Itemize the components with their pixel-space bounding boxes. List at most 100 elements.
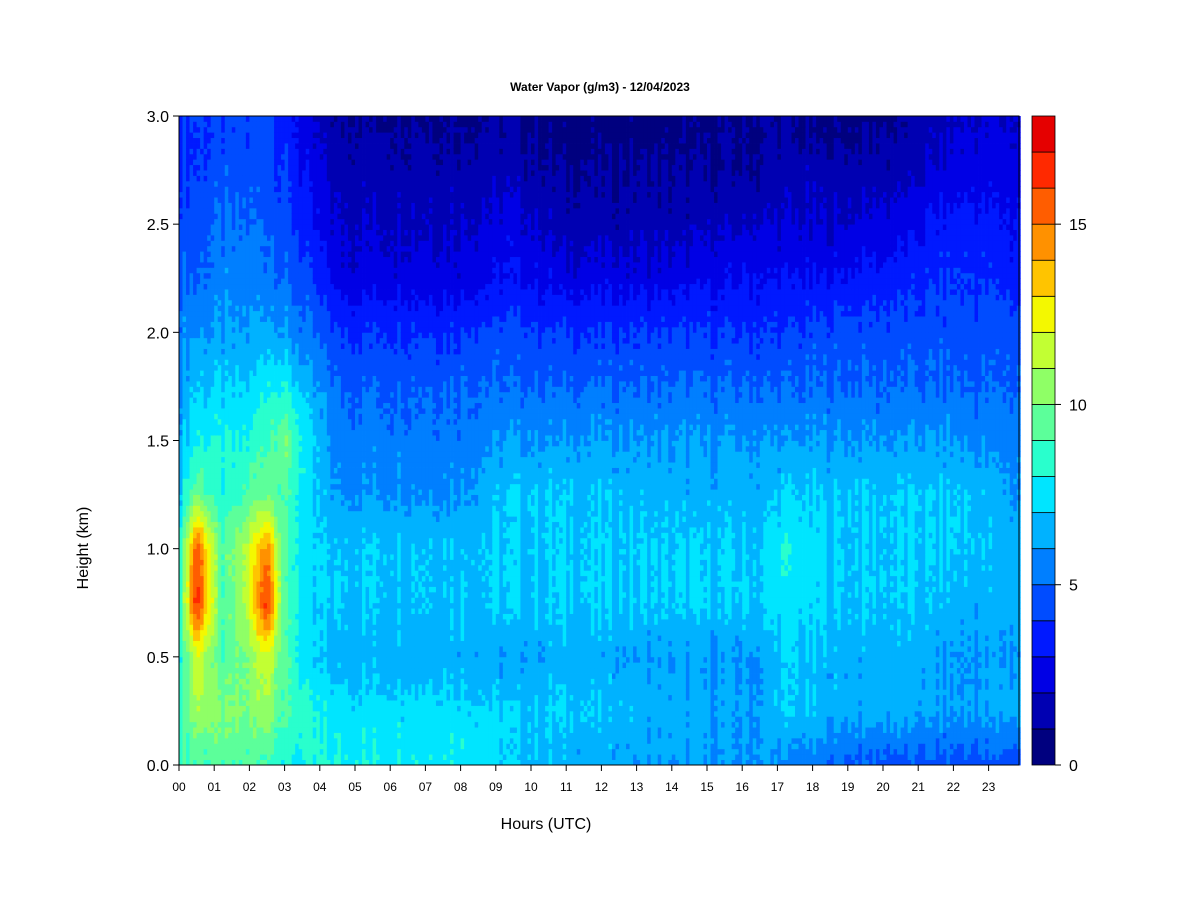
heatmap-cell [274, 132, 278, 138]
heatmap-cell [260, 403, 264, 409]
heatmap-cell [295, 511, 299, 517]
heatmap-cell [302, 495, 306, 501]
heatmap-cell [320, 451, 324, 457]
heatmap-cell [260, 397, 264, 403]
heatmap-cell [246, 224, 250, 230]
heatmap-cell [249, 175, 253, 181]
heatmap-cell [267, 711, 271, 717]
heatmap-cell [281, 689, 285, 695]
heatmap-cell [242, 559, 246, 565]
heatmap-cell [313, 208, 317, 214]
heatmap-cell [267, 614, 271, 620]
heatmap-cell [183, 570, 187, 576]
heatmap-cell [253, 603, 257, 609]
heatmap-cell [295, 327, 299, 333]
heatmap-cell [320, 278, 324, 284]
heatmap-cell [281, 413, 285, 419]
heatmap-cell [239, 138, 243, 144]
heatmap-cell [256, 365, 260, 371]
heatmap-cell [316, 430, 320, 436]
heatmap-cell [274, 722, 278, 728]
heatmap-cell [225, 257, 229, 263]
heatmap-cell [288, 727, 292, 733]
heatmap-cell [253, 278, 257, 284]
heatmap-cell [288, 338, 292, 344]
heatmap-cell [278, 668, 282, 674]
heatmap-cell [256, 262, 260, 268]
heatmap-cell [242, 662, 246, 668]
heatmap-cell [295, 500, 299, 506]
heatmap-cell [249, 376, 253, 382]
heatmap-cell [207, 235, 211, 241]
heatmap-cell [242, 284, 246, 290]
heatmap-cell [204, 386, 208, 392]
heatmap-cell [274, 733, 278, 739]
heatmap-cell [193, 662, 197, 668]
heatmap-cell [214, 235, 218, 241]
heatmap-cell [253, 570, 257, 576]
heatmap-cell [190, 646, 194, 652]
heatmap-cell [218, 354, 222, 360]
heatmap-cell [302, 121, 306, 127]
heatmap-cell [228, 538, 232, 544]
heatmap-cell [292, 468, 296, 474]
heatmap-cell [309, 651, 313, 657]
heatmap-cell [288, 224, 292, 230]
heatmap-cell [207, 181, 211, 187]
heatmap-cell [218, 484, 222, 490]
heatmap-cell [228, 695, 232, 701]
heatmap-cell [193, 327, 197, 333]
heatmap-cell [323, 424, 327, 430]
heatmap-cell [285, 641, 289, 647]
heatmap-cell [309, 143, 313, 149]
heatmap-cell [256, 419, 260, 425]
heatmap-cell [278, 651, 282, 657]
heatmap-cell [225, 284, 229, 290]
heatmap-cell [271, 230, 275, 236]
heatmap-cell [267, 235, 271, 241]
heatmap-cell [197, 576, 201, 582]
heatmap-cell [239, 749, 243, 755]
heatmap-cell [228, 554, 232, 560]
heatmap-cell [204, 581, 208, 587]
heatmap-cell [263, 327, 267, 333]
heatmap-cell [246, 430, 250, 436]
heatmap-cell [292, 349, 296, 355]
heatmap-cell [274, 359, 278, 365]
heatmap-cell [309, 441, 313, 447]
heatmap-cell [221, 203, 225, 209]
heatmap-cell [306, 565, 310, 571]
heatmap-cell [274, 322, 278, 328]
heatmap-cell [186, 538, 190, 544]
heatmap-cell [228, 224, 232, 230]
heatmap-cell [309, 559, 313, 565]
heatmap-cell [320, 154, 324, 160]
heatmap-cell [186, 646, 190, 652]
heatmap-cell [253, 532, 257, 538]
heatmap-cell [239, 706, 243, 712]
heatmap-cell [239, 365, 243, 371]
heatmap-cell [316, 446, 320, 452]
heatmap-cell [249, 500, 253, 506]
heatmap-cell [186, 673, 190, 679]
heatmap-cell [221, 711, 225, 717]
heatmap-cell [193, 619, 197, 625]
heatmap-cell [309, 570, 313, 576]
heatmap-cell [295, 148, 299, 154]
heatmap-cell [313, 305, 317, 311]
heatmap-cell [232, 327, 236, 333]
heatmap-cell [235, 251, 239, 257]
heatmap-cell [246, 267, 250, 273]
heatmap-cell [228, 619, 232, 625]
heatmap-cell [221, 359, 225, 365]
heatmap-cell [295, 727, 299, 733]
heatmap-cell [214, 657, 218, 663]
heatmap-cell [316, 570, 320, 576]
heatmap-cell [221, 386, 225, 392]
heatmap-cell [295, 576, 299, 582]
heatmap-cell [228, 641, 232, 647]
heatmap-cell [306, 246, 310, 252]
heatmap-cell [313, 267, 317, 273]
heatmap-cell [232, 322, 236, 328]
heatmap-cell [278, 522, 282, 528]
